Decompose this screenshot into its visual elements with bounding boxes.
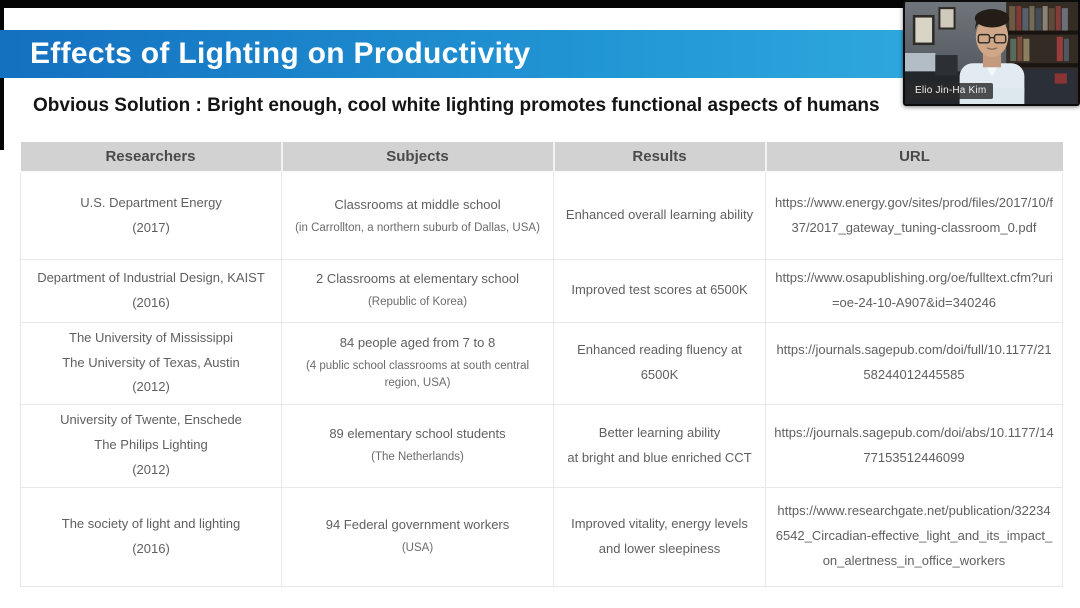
subjects-main: 94 Federal government workers [325,517,510,533]
glasses [977,33,1007,44]
cell-researchers: Department of Industrial Design, KAIST (… [20,258,282,323]
letterbox-top [0,0,1080,8]
table-row: U.S. Department Energy (2017) Classrooms… [20,171,1063,260]
cell-url: https://journals.sagepub.com/doi/abs/10.… [765,403,1063,488]
subjects-main: Classrooms at middle school [334,196,501,212]
cell-researchers: The University of Mississippi The Univer… [20,321,282,405]
cell-subjects: 2 Classrooms at elementary school (Repub… [281,258,554,323]
chair-silhouette [935,55,958,76]
cell-subjects: 94 Federal government workers (USA) [281,486,554,587]
subjects-note: (The Netherlands) [371,451,464,464]
subjects-main: 89 elementary school students [329,426,506,442]
column-header-results: Results [553,142,767,173]
subjects-note: (4 public school classrooms at south cen… [305,360,530,390]
picture-frames [912,7,956,46]
cell-url: https://journals.sagepub.com/doi/full/10… [765,321,1063,405]
webcam-video-tile[interactable]: Elio Jin-Ha Kim [903,0,1080,106]
table-header-row: Researchers Subjects Results URL [20,142,1063,173]
cell-researchers: University of Twente, Enschede The Phili… [20,403,282,488]
participant-name-label: Elio Jin-Ha Kim [908,83,994,99]
cell-results: Enhanced overall learning ability [553,171,766,260]
column-header-researchers: Researchers [20,142,283,173]
cell-results: Enhanced reading fluency at 6500K [553,321,766,405]
cell-subjects: Classrooms at middle school (in Carrollt… [281,171,554,260]
cell-subjects: 89 elementary school students (The Nethe… [281,403,554,488]
cell-results: Better learning ability at bright and bl… [553,403,766,488]
cell-results: Improved vitality, energy levels and low… [553,486,766,587]
column-header-subjects: Subjects [281,142,555,173]
cell-researchers: U.S. Department Energy (2017) [20,171,282,260]
slide-title: Effects of Lighting on Productivity [30,37,531,70]
table-row: Department of Industrial Design, KAIST (… [20,258,1063,323]
subjects-note: (USA) [401,542,434,555]
cell-url: https://www.energy.gov/sites/prod/files/… [765,171,1063,260]
cell-researchers: The society of light and lighting (2016) [20,486,282,587]
slide-subtitle: Obvious Solution : Bright enough, cool w… [33,95,880,116]
cell-results: Improved test scores at 6500K [553,258,766,323]
column-header-url: URL [765,142,1063,173]
subjects-main: 84 people aged from 7 to 8 [339,335,496,351]
table-row: The society of light and lighting (2016)… [20,486,1063,587]
cell-url: https://www.osapublishing.org/oe/fulltex… [765,258,1063,323]
studies-table: Researchers Subjects Results URL U.S. De… [20,142,1063,587]
cell-subjects: 84 people aged from 7 to 8 (4 public sch… [281,321,554,405]
subjects-note: (in Carrollton, a northern suburb of Dal… [295,221,540,234]
subjects-note: (Republic of Korea) [367,296,468,309]
table-row: University of Twente, Enschede The Phili… [20,403,1063,488]
cell-url: https://www.researchgate.net/publication… [765,486,1063,587]
table-row: The University of Mississippi The Univer… [20,321,1063,405]
slide-title-bar: Effects of Lighting on Productivity [0,30,1080,78]
subjects-main: 2 Classrooms at elementary school [315,271,520,287]
